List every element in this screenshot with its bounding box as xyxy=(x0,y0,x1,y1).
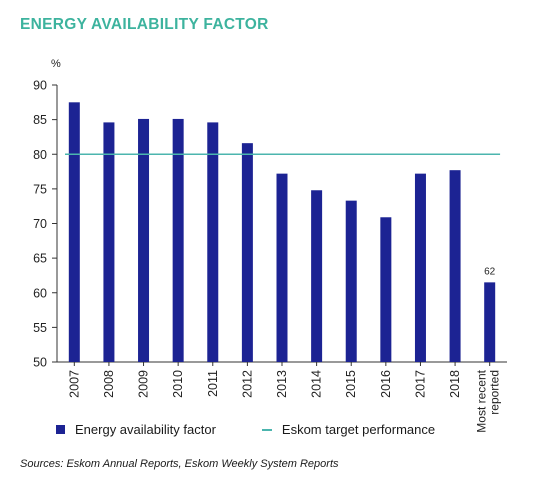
y-tick-label: 85 xyxy=(33,113,47,127)
bar xyxy=(311,190,323,362)
x-tick-label: 2017 xyxy=(413,370,427,398)
y-tick-label: 90 xyxy=(33,79,47,93)
x-tick-label: reported xyxy=(488,370,502,415)
legend-line-swatch xyxy=(261,428,272,431)
chart-title: ENERGY AVAILABILITY FACTOR xyxy=(20,16,269,33)
data-label: 62 xyxy=(484,266,496,277)
x-tick-label: 2008 xyxy=(102,370,116,398)
legend-label-target: Eskom target performance xyxy=(281,422,436,437)
legend-item-target: Eskom target performance xyxy=(261,422,436,437)
chart-legend: Energy availability factor Eskom target … xyxy=(56,422,481,437)
bar xyxy=(276,173,288,362)
legend-item-eaf: Energy availability factor xyxy=(56,422,216,437)
bar xyxy=(103,122,115,363)
x-tick-label: 2012 xyxy=(240,370,254,398)
x-tick-label: 2009 xyxy=(137,370,151,398)
bar xyxy=(68,102,80,362)
bar xyxy=(449,170,461,362)
y-tick-label: 60 xyxy=(33,286,47,300)
legend-bar-swatch xyxy=(56,425,65,434)
bar xyxy=(484,282,496,362)
x-tick-label: 2010 xyxy=(171,370,185,398)
x-tick-label: 2013 xyxy=(275,370,289,398)
x-tick-label: 2007 xyxy=(67,370,81,398)
bar xyxy=(241,143,253,362)
y-axis-unit-label: % xyxy=(51,58,61,70)
y-tick-label: 75 xyxy=(33,182,47,196)
x-tick-label: 2014 xyxy=(310,370,324,398)
bar xyxy=(172,118,184,363)
x-tick-label: Most recent xyxy=(475,369,489,432)
bar xyxy=(380,217,392,362)
bar xyxy=(138,118,150,363)
x-tick-label: 2016 xyxy=(379,370,393,398)
x-tick-label: 2018 xyxy=(448,370,462,398)
legend-label-eaf: Energy availability factor xyxy=(75,422,216,437)
bar xyxy=(345,200,357,362)
bar xyxy=(207,122,219,363)
y-tick-label: 80 xyxy=(33,148,47,162)
x-tick-label: 2011 xyxy=(206,370,220,397)
y-tick-label: 55 xyxy=(33,321,47,335)
x-tick-label: 2015 xyxy=(344,370,358,398)
y-tick-label: 70 xyxy=(33,217,47,231)
source-note: Sources: Eskom Annual Reports, Eskom Wee… xyxy=(20,458,339,470)
bar xyxy=(414,173,426,362)
y-tick-label: 50 xyxy=(33,356,47,370)
y-tick-label: 65 xyxy=(33,252,47,266)
